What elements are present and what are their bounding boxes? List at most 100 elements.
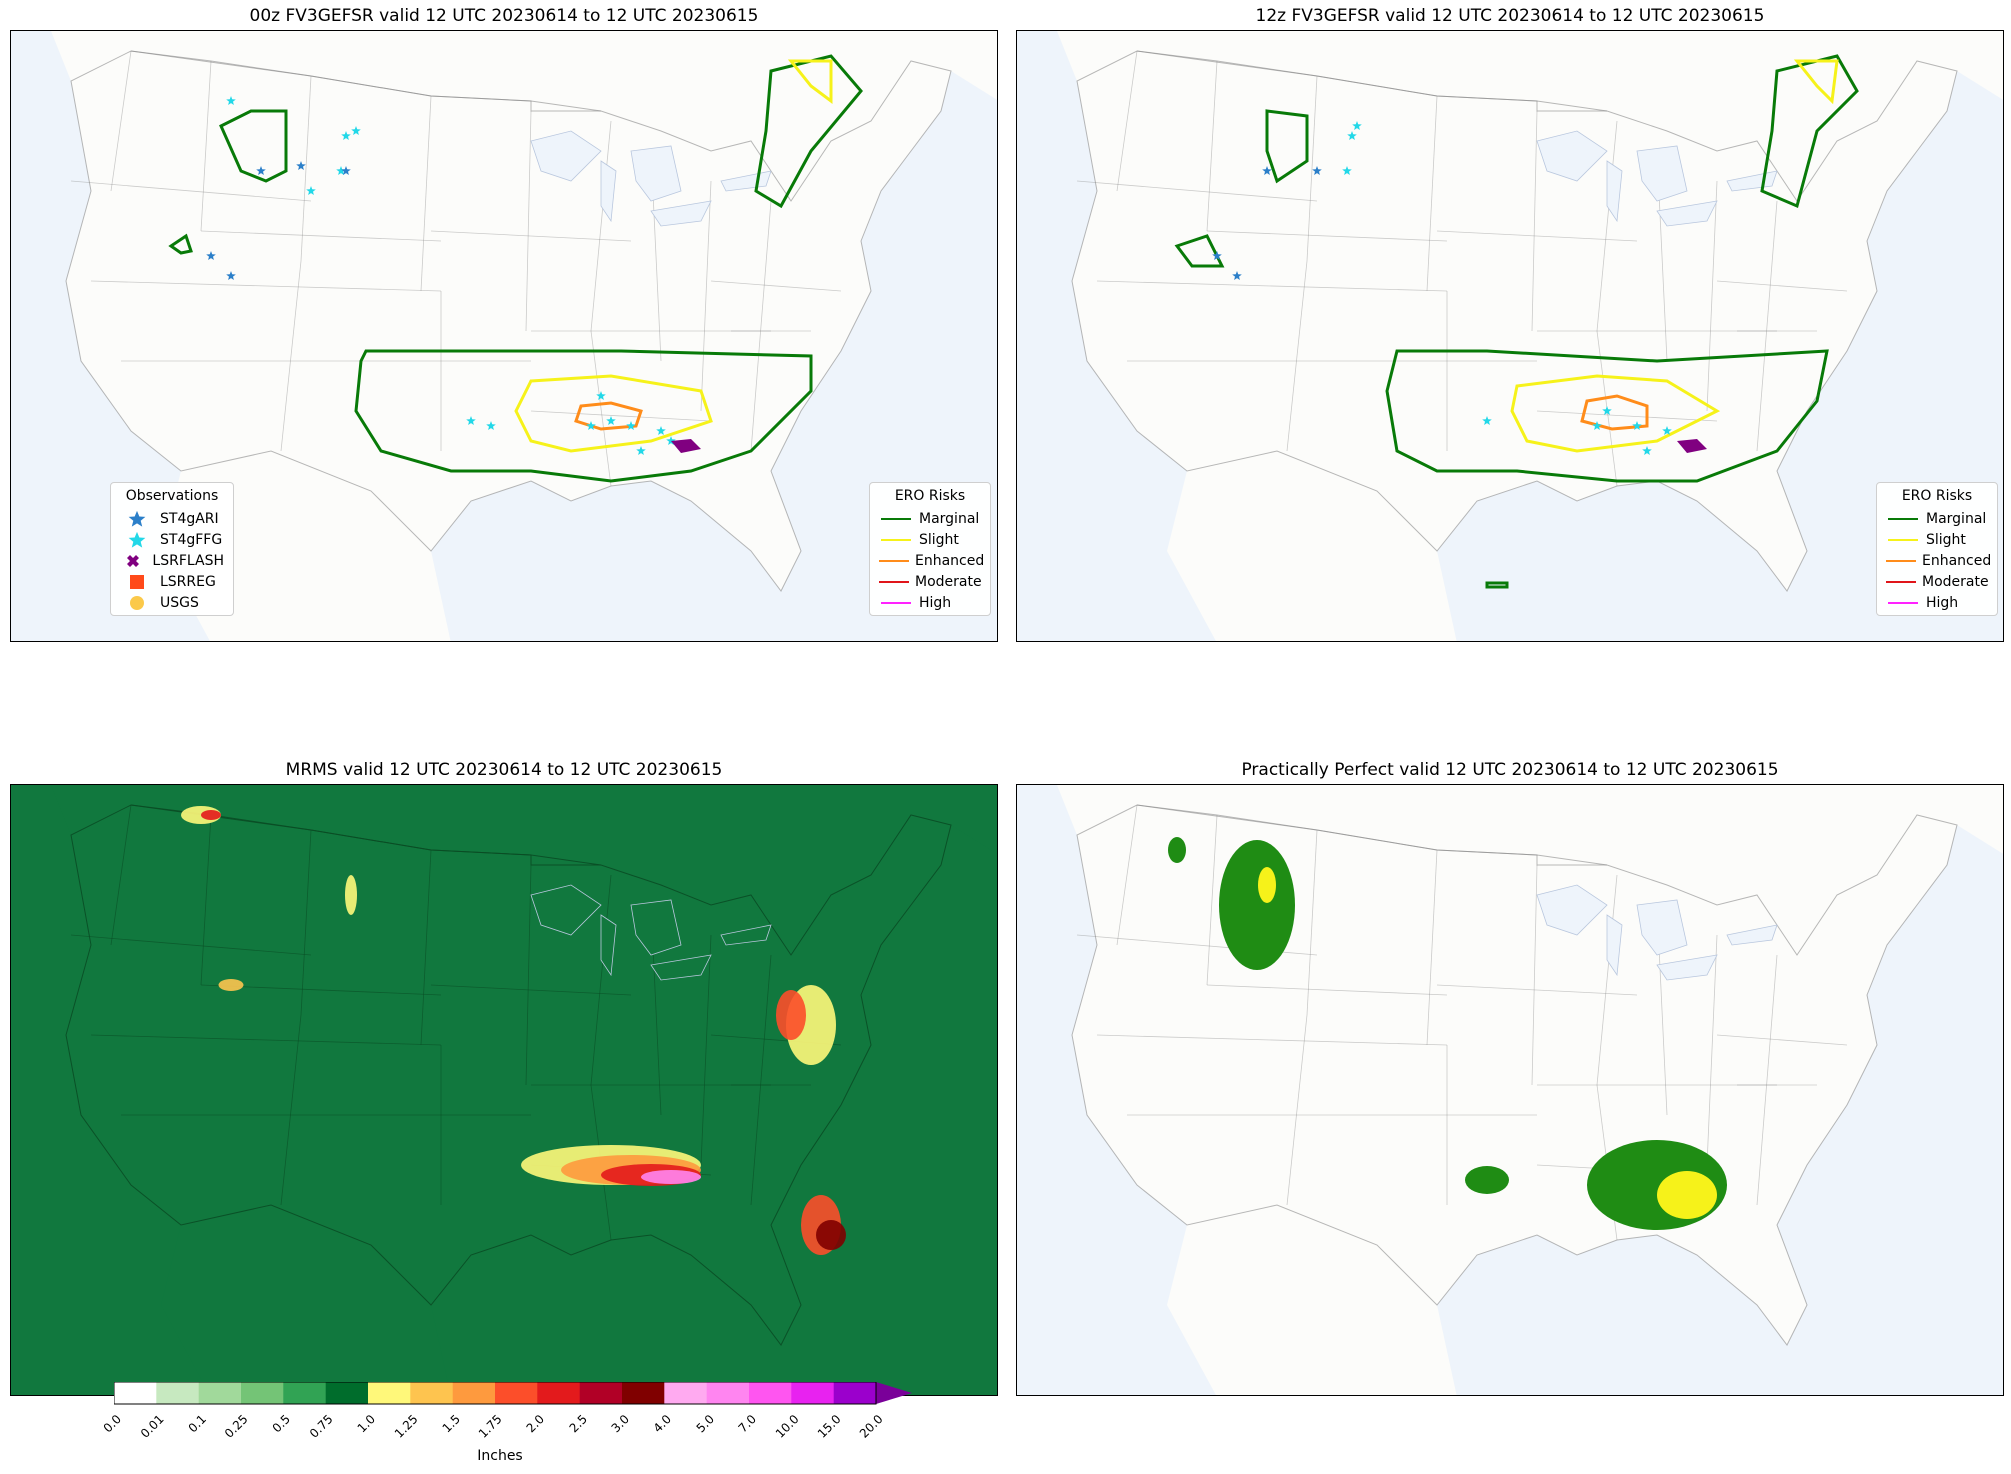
- panel-title-p2: 12z FV3GEFSR valid 12 UTC 20230614 to 12…: [1255, 6, 1765, 26]
- obs-star-marker: [226, 271, 236, 280]
- obs-star-marker: [206, 251, 216, 260]
- colorbar-tick-label: 0.25: [222, 1412, 251, 1441]
- pp-slight-area: [1657, 1171, 1717, 1219]
- ero-contours-p2: [1174, 54, 1859, 589]
- pp-slight-area: [1258, 867, 1276, 903]
- legend-item-lsrflash: LSRFLASH: [120, 550, 224, 571]
- precip-area: [776, 990, 806, 1040]
- pp-fields: [1168, 837, 1727, 1230]
- colorbar-segment: [114, 1382, 157, 1404]
- marginal-contour: [1485, 581, 1509, 589]
- colorbar-segment: [241, 1382, 284, 1404]
- colorbar-tick-label: 5.0: [693, 1412, 717, 1436]
- panel-title-p4: Practically Perfect valid 12 UTC 2023061…: [1241, 760, 1779, 780]
- obs-star-marker: [1482, 416, 1492, 425]
- colorbar-extend-arrow: [876, 1382, 912, 1404]
- marginal-contour: [754, 54, 863, 209]
- marginal-contour: [1265, 109, 1309, 184]
- colorbar-tick-label: 4.0: [650, 1412, 675, 1436]
- slight-contour: [514, 374, 713, 453]
- colorbar-tick-label: 1.5: [439, 1412, 463, 1436]
- obs-star-marker: [1212, 251, 1222, 260]
- obs-star-marker: [666, 436, 676, 445]
- slight-contour: [1793, 59, 1839, 105]
- colorbar-segment: [579, 1382, 623, 1404]
- obs-star-marker: [1232, 271, 1242, 280]
- obs-star-marker: [1592, 421, 1602, 430]
- colorbar-segment: [706, 1382, 750, 1404]
- obs-star-marker: [1312, 166, 1322, 175]
- colorbar-segment: [537, 1382, 581, 1404]
- precip-area: [201, 810, 221, 820]
- legend-label-st4gari: ST4gARI: [160, 510, 219, 527]
- x-icon: [120, 553, 146, 569]
- colorbar-label: Inches: [477, 1448, 523, 1464]
- marginal-contour: [1760, 54, 1859, 209]
- legend-item-slight: Slight: [879, 529, 981, 550]
- obs-star-marker: [606, 416, 616, 425]
- obs-star-marker: [256, 166, 266, 175]
- marginal-contour: [219, 109, 288, 183]
- map-panel-p4: [1016, 784, 2004, 1396]
- obs-star-marker: [351, 126, 361, 135]
- legend-label-high: High: [1926, 594, 1959, 611]
- legend-label-enhanced: Enhanced: [915, 552, 985, 569]
- obs-lsrflash-marker: [1677, 439, 1707, 453]
- colorbar-tick-label: 7.0: [735, 1412, 759, 1436]
- obs-star-marker: [1662, 426, 1672, 435]
- colorbar-tick-label: 20.0: [857, 1412, 886, 1441]
- observations-legend-title: Observations: [125, 488, 219, 504]
- obs-star-marker: [1602, 406, 1612, 415]
- observations-legend: Observations ST4gARI ST4gFFG LSRFLASH LS…: [110, 482, 234, 616]
- pp-marginal-area: [1168, 837, 1186, 863]
- legend-label-moderate: Moderate: [1922, 573, 1989, 590]
- map-svg-p3: [11, 785, 997, 1395]
- legend-item-usgs: USGS: [120, 592, 224, 613]
- ero-legend-title: ERO Risks: [1901, 488, 1973, 504]
- colorbar-segment: [833, 1382, 877, 1404]
- precip-colorbar: [114, 1382, 912, 1405]
- colorbar-tick-label: 0.5: [269, 1412, 294, 1436]
- obs-star-marker: [656, 426, 666, 435]
- obs-star-marker: [341, 131, 351, 140]
- precip-area: [641, 1170, 701, 1184]
- colorbar-segment: [452, 1382, 496, 1404]
- colorbar-segment: [622, 1382, 665, 1404]
- legend-label-slight: Slight: [1926, 531, 1966, 548]
- legend-item-moderate: Moderate: [1886, 571, 1989, 592]
- legend-item-high: High: [1886, 592, 1988, 613]
- obs-star-marker: [1642, 446, 1652, 455]
- ero-legend-title: ERO Risks: [894, 488, 966, 504]
- marginal-contour: [354, 349, 813, 483]
- colorbar-segment: [156, 1382, 200, 1404]
- obs-star-marker: [586, 421, 596, 430]
- colorbar-segment: [325, 1382, 369, 1404]
- colorbar-tick-label: 0.0: [100, 1412, 124, 1436]
- enhanced-contour: [574, 401, 643, 431]
- colorbar-tick-label: 0.75: [306, 1412, 336, 1441]
- legend-label-slight: Slight: [919, 531, 959, 548]
- square-icon: [120, 574, 154, 589]
- obs-star-marker: [1262, 166, 1272, 175]
- colorbar-tick-label: 10.0: [772, 1412, 802, 1441]
- legend-label-st4gffg: ST4gFFG: [160, 531, 223, 548]
- obs-star-marker: [466, 416, 476, 425]
- legend-item-marginal: Marginal: [1886, 508, 1988, 529]
- circle-icon: [120, 595, 154, 611]
- colorbar-tick-label: 2.0: [523, 1412, 548, 1436]
- obs-star-marker: [341, 166, 351, 175]
- colorbar-segment: [495, 1382, 538, 1404]
- legend-item-slight: Slight: [1886, 529, 1988, 550]
- legend-item-high: High: [879, 592, 981, 613]
- mrms-precip-field: [181, 806, 846, 1255]
- colorbar-segment: [368, 1382, 411, 1404]
- slight-contour: [1510, 374, 1721, 453]
- ero-legend-p1: ERO Risks Marginal Slight Enhanced Moder…: [869, 482, 991, 616]
- legend-item-st4gari: ST4gARI: [120, 508, 224, 529]
- pp-marginal-area: [1465, 1166, 1509, 1194]
- marginal-contour: [1385, 349, 1829, 483]
- legend-item-enhanced: Enhanced: [1886, 550, 1991, 571]
- legend-label-high: High: [919, 594, 952, 611]
- marginal-contour: [1174, 234, 1225, 268]
- obs-star-marker: [1342, 166, 1352, 175]
